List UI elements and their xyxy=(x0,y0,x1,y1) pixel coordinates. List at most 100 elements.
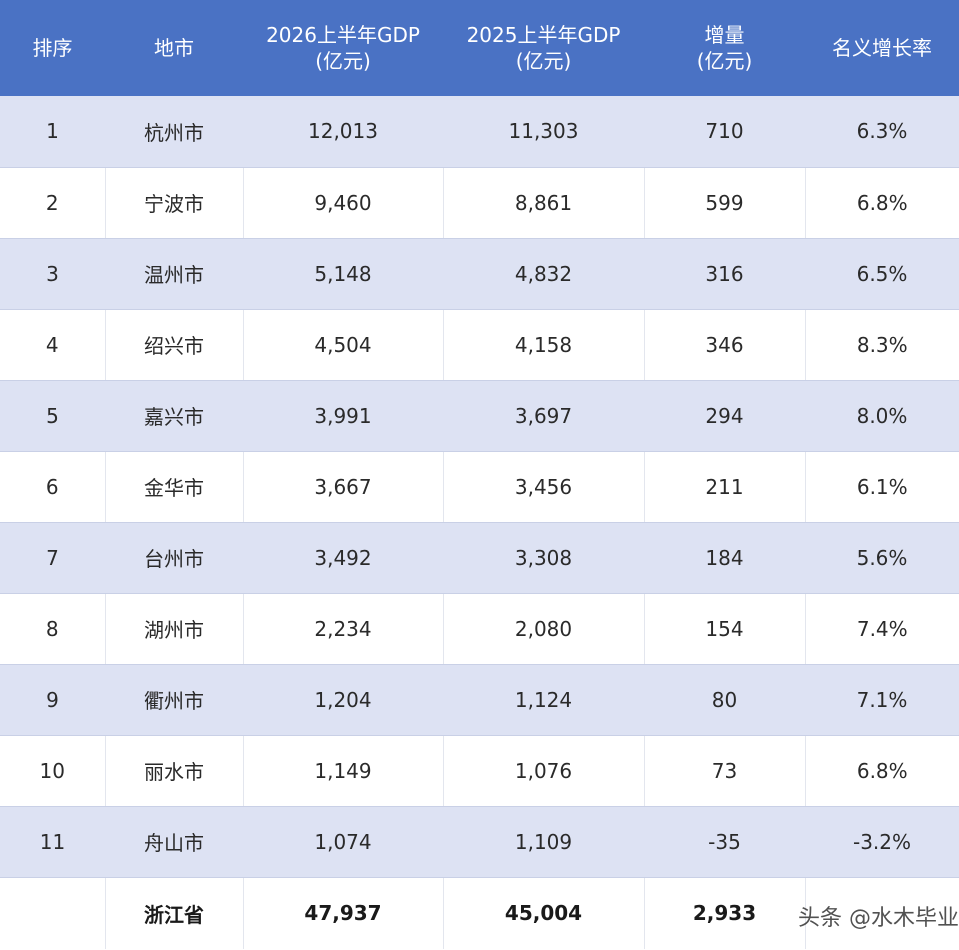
header-increase: 增量 (亿元) xyxy=(644,0,805,96)
cell-growth: 5.6% xyxy=(805,522,959,594)
cell-rank: 3 xyxy=(0,238,105,310)
cell-gdp-2025: 4,832 xyxy=(443,238,644,310)
cell-increase: 294 xyxy=(644,380,805,452)
cell-rank: 11 xyxy=(0,806,105,878)
cell-gdp-2026: 3,492 xyxy=(243,522,443,594)
cell-city: 嘉兴市 xyxy=(105,380,243,452)
cell-rank: 5 xyxy=(0,380,105,452)
cell-growth: 8.3% xyxy=(804,309,959,381)
table-row: 10 丽水市 1,149 1,076 73 6.8% xyxy=(0,735,959,807)
cell-growth: 7.1% xyxy=(805,664,959,736)
cell-gdp-2025: 1,124 xyxy=(443,664,644,736)
cell-increase: 346 xyxy=(643,309,805,381)
table-body: 1 杭州市 12,013 11,303 710 6.3% 2 宁波市 9,460… xyxy=(0,96,959,949)
cell-gdp-2026: 2,234 xyxy=(242,593,443,665)
cell-gdp-2026: 12,013 xyxy=(243,96,443,168)
cell-gdp-2025: 2,080 xyxy=(442,593,644,665)
cell-city: 衢州市 xyxy=(105,664,243,736)
cell-city: 金华市 xyxy=(104,451,243,523)
table-row: 8 湖州市 2,234 2,080 154 7.4% xyxy=(0,593,959,665)
cell-gdp-2026: 5,148 xyxy=(243,238,443,310)
cell-gdp-2025: 11,303 xyxy=(443,96,644,168)
cell-rank: 2 xyxy=(0,167,105,239)
header-gdp-2026-title: 2026上半年GDP xyxy=(266,23,420,47)
table-row: 1 杭州市 12,013 11,303 710 6.3% xyxy=(0,96,959,168)
header-rank: 排序 xyxy=(32,36,73,60)
header-city: 地市 xyxy=(154,36,194,60)
table-row: 4 绍兴市 4,504 4,158 346 8.3% xyxy=(0,309,959,381)
table-row: 3 温州市 5,148 4,832 316 6.5% xyxy=(0,238,959,310)
cell-increase: 184 xyxy=(644,522,805,594)
cell-gdp-2025: 1,076 xyxy=(442,735,644,807)
table-row: 7 台州市 3,492 3,308 184 5.6% xyxy=(0,522,959,594)
cell-city: 宁波市 xyxy=(104,167,243,239)
cell-city: 湖州市 xyxy=(104,593,243,665)
cell-growth: 6.8% xyxy=(804,167,959,239)
cell-growth: 6.3% xyxy=(805,96,959,168)
header-growth: 名义增长率 xyxy=(832,36,932,60)
header-increase-title: 增量 xyxy=(704,23,745,47)
cell-rank: 6 xyxy=(0,451,105,523)
table-row: 6 金华市 3,667 3,456 211 6.1% xyxy=(0,451,959,523)
cell-gdp-2025: 8,861 xyxy=(442,167,644,239)
cell-rank: 10 xyxy=(0,735,105,807)
cell-gdp-2026: 9,460 xyxy=(242,167,443,239)
cell-gdp-2026: 1,074 xyxy=(243,806,443,878)
cell-increase: 80 xyxy=(644,664,805,736)
cell-increase: 73 xyxy=(643,735,805,807)
cell-growth: 7.4% xyxy=(804,593,959,665)
cell-increase: 710 xyxy=(644,96,805,168)
cell-increase: 316 xyxy=(644,238,805,310)
table-header: 排序 地市 2026上半年GDP (亿元) 2025上半年GDP (亿元) 增量… xyxy=(0,0,959,96)
cell-rank: 8 xyxy=(0,593,105,665)
cell-rank: 1 xyxy=(0,96,105,168)
cell-city: 舟山市 xyxy=(105,806,243,878)
cell-gdp-2026: 3,991 xyxy=(243,380,443,452)
total-gdp-2026: 47,937 xyxy=(242,877,443,949)
total-row: 浙江省 47,937 45,004 2,933 xyxy=(0,877,959,949)
cell-city: 丽水市 xyxy=(104,735,243,807)
header-gdp-2025: 2025上半年GDP (亿元) xyxy=(443,0,644,96)
cell-growth: 6.8% xyxy=(804,735,959,807)
cell-gdp-2025: 1,109 xyxy=(443,806,644,878)
header-gdp-2026: 2026上半年GDP (亿元) xyxy=(243,0,443,96)
cell-city: 台州市 xyxy=(105,522,243,594)
total-growth xyxy=(804,877,959,949)
cell-rank: 4 xyxy=(0,309,105,381)
cell-increase: 154 xyxy=(643,593,805,665)
table-row: 9 衢州市 1,204 1,124 80 7.1% xyxy=(0,664,959,736)
cell-gdp-2025: 3,697 xyxy=(443,380,644,452)
cell-gdp-2026: 3,667 xyxy=(242,451,443,523)
header-gdp-2025-title: 2025上半年GDP xyxy=(466,23,621,47)
table-row: 5 嘉兴市 3,991 3,697 294 8.0% xyxy=(0,380,959,452)
cell-gdp-2025: 3,456 xyxy=(442,451,644,523)
header-row: 排序 地市 2026上半年GDP (亿元) 2025上半年GDP (亿元) 增量… xyxy=(0,0,959,96)
cell-rank: 7 xyxy=(0,522,105,594)
cell-growth: 6.5% xyxy=(805,238,959,310)
table-row: 11 舟山市 1,074 1,109 -35 -3.2% xyxy=(0,806,959,878)
total-gdp-2025: 45,004 xyxy=(442,877,644,949)
cell-increase: -35 xyxy=(644,806,805,878)
cell-gdp-2026: 1,149 xyxy=(242,735,443,807)
cell-gdp-2026: 1,204 xyxy=(243,664,443,736)
cell-increase: 211 xyxy=(643,451,805,523)
cell-gdp-2026: 4,504 xyxy=(242,309,443,381)
cell-growth: 8.0% xyxy=(805,380,959,452)
cell-city: 温州市 xyxy=(105,238,243,310)
cell-growth: -3.2% xyxy=(805,806,959,878)
cell-rank: 9 xyxy=(0,664,105,736)
table-row: 2 宁波市 9,460 8,861 599 6.8% xyxy=(0,167,959,239)
cell-city: 绍兴市 xyxy=(104,309,243,381)
cell-gdp-2025: 4,158 xyxy=(442,309,644,381)
watermark: 头条 @水木毕业 xyxy=(798,906,959,931)
cell-gdp-2025: 3,308 xyxy=(443,522,644,594)
total-increase: 2,933 xyxy=(643,877,805,949)
cell-city: 杭州市 xyxy=(105,96,243,168)
cell-growth: 6.1% xyxy=(804,451,959,523)
header-gdp-2026-unit: (亿元) xyxy=(315,49,371,73)
total-rank xyxy=(0,877,105,949)
cell-increase: 599 xyxy=(643,167,805,239)
total-city: 浙江省 xyxy=(104,877,243,949)
